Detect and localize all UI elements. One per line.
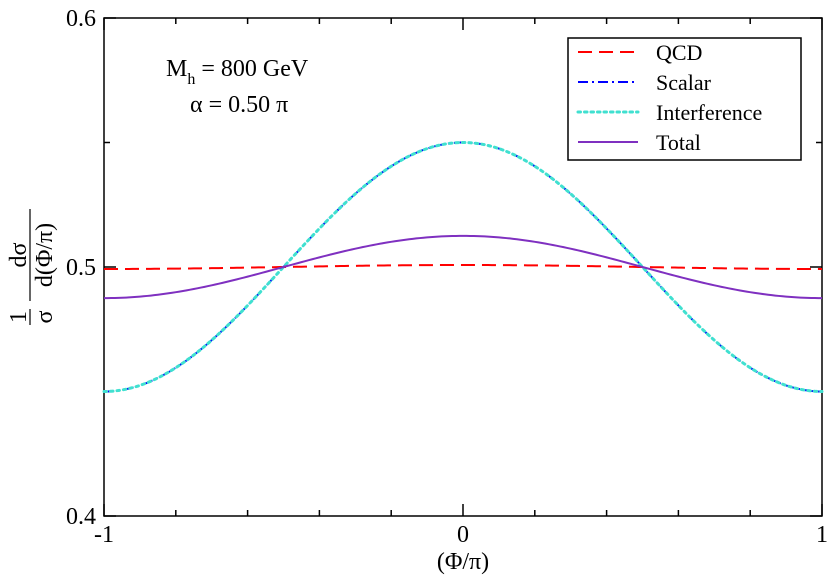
x-tick-label-0: -1 xyxy=(94,522,114,548)
annotation-alpha: α = 0.50 π xyxy=(190,92,288,118)
y-axis-prefix-denominator: σ xyxy=(32,310,58,323)
axis-ticks xyxy=(103,17,823,517)
y-axis-prefix-numerator: 1 xyxy=(6,311,32,323)
series-line-scalar xyxy=(103,141,823,393)
x-tick-label-2: 1 xyxy=(816,522,828,548)
legend-label-qcd: QCD xyxy=(656,40,702,65)
legend-label-total: Total xyxy=(656,130,701,155)
legend-label-scalar: Scalar xyxy=(656,70,712,95)
y-axis-title: 1 σ dσ d(Φ/π) xyxy=(6,209,58,325)
series-line-qcd xyxy=(104,264,822,270)
legend: QCD Scalar Interference Total xyxy=(567,37,802,161)
x-axis-title: (Φ/π) xyxy=(437,549,489,575)
series-line-interference xyxy=(102,140,824,393)
series-line-total xyxy=(103,234,823,300)
y-tick-label-2: 0.6 xyxy=(66,6,96,32)
y-axis-numerator: dσ xyxy=(6,242,32,267)
x-tick-label-1: 0 xyxy=(457,522,469,548)
axis-tick-labels: -1 0 1 0.4 0.5 0.6 xyxy=(66,6,828,548)
annotation-mass: Mh = 800 GeV xyxy=(166,56,309,88)
y-tick-label-0: 0.4 xyxy=(66,504,96,530)
annotation-mass-symbol: M xyxy=(166,56,187,82)
y-axis-denominator: d(Φ/π) xyxy=(32,223,58,287)
series-layer xyxy=(102,140,824,393)
legend-label-interference: Interference xyxy=(656,100,762,125)
y-tick-label-1: 0.5 xyxy=(66,255,96,281)
legend-box xyxy=(567,37,802,161)
annotation-mass-subscript: h xyxy=(187,71,195,88)
annotation-mass-value: = 800 GeV xyxy=(195,56,309,82)
